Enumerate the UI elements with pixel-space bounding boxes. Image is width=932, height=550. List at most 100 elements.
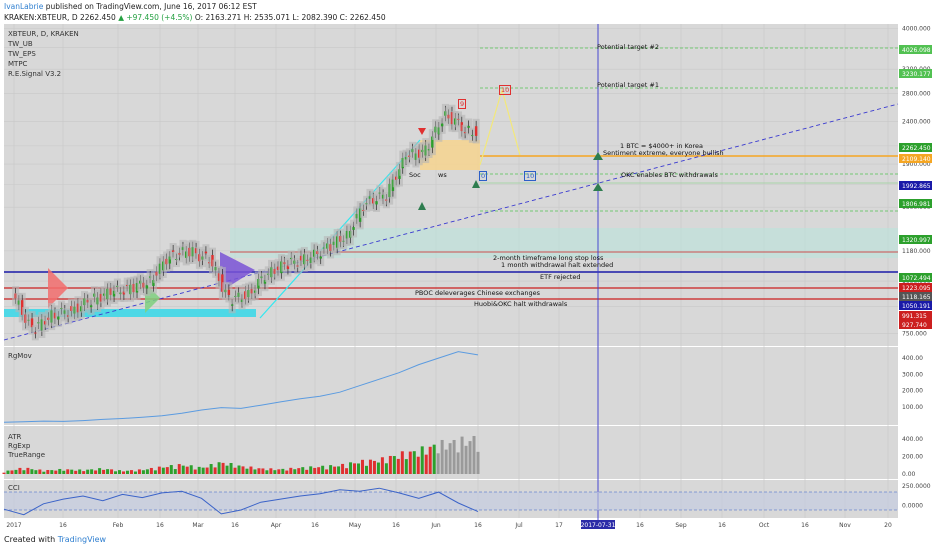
cci-title: CCI: [8, 484, 20, 492]
x-tick-label: Jul: [514, 522, 523, 529]
price-badge: [899, 154, 932, 163]
rgmov-tick: 200.00: [902, 388, 923, 395]
atr-bar: [313, 467, 317, 474]
atr-bar: [368, 459, 372, 474]
rgmov-title: RgMov: [8, 352, 32, 360]
up-arrow-icon-3: [593, 152, 603, 160]
atr-bar: [472, 435, 476, 474]
atr-bar: [329, 465, 333, 474]
tradingview-logo[interactable]: TradingView: [57, 535, 107, 544]
atr-bar: [297, 468, 301, 474]
x-tick-label: 16: [801, 522, 809, 529]
atr-bar: [193, 469, 197, 474]
atr-bar: [384, 463, 388, 474]
cci-tick: 250.0000: [902, 483, 931, 490]
publish-info: published on TradingView.com, June 16, 2…: [45, 2, 257, 11]
up-arrow-icon-2: [472, 180, 480, 188]
up-arrow-icon-4: [593, 183, 603, 191]
atr-bar: [424, 454, 428, 474]
time-axis-bg: [4, 519, 898, 529]
atr-bar: [177, 464, 181, 474]
atr-bar: [110, 469, 114, 474]
atr-bar: [468, 441, 472, 474]
atr-bar: [321, 465, 325, 474]
atr-bar: [66, 469, 70, 474]
indicator-tw-ub[interactable]: TW_UB: [8, 40, 33, 48]
stoploss-label: 2-month timeframe long stop loss: [493, 254, 604, 262]
atr-bar: [121, 471, 125, 474]
atr-bar: [98, 468, 102, 474]
cci-tick: 0.0000: [902, 502, 923, 509]
atr-bar: [82, 471, 86, 474]
atr-bar: [257, 468, 261, 474]
price-badge-text: 3230.177: [902, 71, 931, 78]
atr-bar: [249, 466, 253, 474]
atr-bar: [185, 466, 189, 474]
support-zone: [4, 309, 256, 317]
x-tick-label: Mar: [192, 522, 204, 529]
atr-bar: [432, 444, 436, 474]
atr-bar: [205, 467, 209, 474]
atr-bar: [388, 455, 392, 474]
atr-bar: [337, 466, 341, 474]
atr-bar: [253, 469, 257, 474]
price-badge: [899, 320, 932, 329]
cci-band: [4, 492, 898, 510]
atr-bar: [217, 462, 221, 474]
indicator-tw-eps[interactable]: TW_EPS: [8, 50, 36, 58]
price-badge: [899, 292, 932, 301]
y-tick-label: 2800.000: [902, 90, 931, 97]
atr-bar: [169, 465, 173, 474]
atr-bar: [229, 463, 233, 474]
price-badge: [899, 301, 932, 310]
price-badge: [899, 283, 932, 292]
candle-body: [471, 135, 474, 137]
price-badge-text: 1992.865: [902, 183, 931, 190]
atr-bar: [201, 467, 205, 474]
indicator-mtpc[interactable]: MTPC: [8, 60, 28, 68]
atr-bar: [157, 466, 161, 474]
symbol: KRAKEN:XBTEUR, D: [4, 13, 78, 22]
wave-0-label: 0: [479, 171, 488, 181]
candle-body: [227, 289, 231, 295]
indicator-resignal[interactable]: R.E.Signal V3.2: [8, 70, 62, 78]
price-badge-text: 2109.140: [902, 156, 931, 163]
atr-bar: [58, 468, 62, 474]
price-badge-text: 1118.165: [902, 294, 931, 301]
atr-bar: [10, 470, 14, 474]
atr-bar: [213, 467, 217, 474]
atr-tick: 200.00: [902, 453, 923, 460]
price-badge: [899, 311, 932, 320]
price-badge: [899, 273, 932, 282]
atr-bar: [197, 466, 201, 474]
candle-body: [431, 136, 434, 148]
etf-label: ETF rejected: [540, 273, 581, 281]
atr-bar: [404, 459, 408, 474]
candles-group: [12, 103, 480, 341]
atr-bar: [241, 466, 245, 474]
atr-bar: [189, 465, 193, 474]
price-badge: [899, 69, 932, 78]
x-tick-label: 2017-07-31: [581, 522, 616, 529]
ws-label: ws: [438, 171, 447, 179]
author-link[interactable]: IvanLabrie: [4, 2, 44, 11]
x-tick-label: Oct: [759, 522, 770, 529]
atr-bar: [273, 470, 277, 474]
atr-bar: [173, 469, 177, 474]
atr-bar: [396, 458, 400, 474]
candle-body: [30, 318, 34, 328]
candle-body: [34, 332, 37, 334]
candle-body: [463, 132, 467, 134]
x-tick-label: 16: [311, 522, 319, 529]
atr-bar: [436, 453, 440, 474]
atr-bar: [464, 445, 468, 474]
atr-bar: [380, 457, 384, 474]
atr-bar: [440, 439, 444, 474]
atr-tick: 0.00: [902, 471, 916, 478]
atr-bar: [460, 436, 464, 474]
candle-body: [204, 251, 208, 254]
atr-tick: 400.00: [902, 436, 923, 443]
atr-bar: [420, 446, 424, 474]
atr-bar: [376, 462, 380, 474]
